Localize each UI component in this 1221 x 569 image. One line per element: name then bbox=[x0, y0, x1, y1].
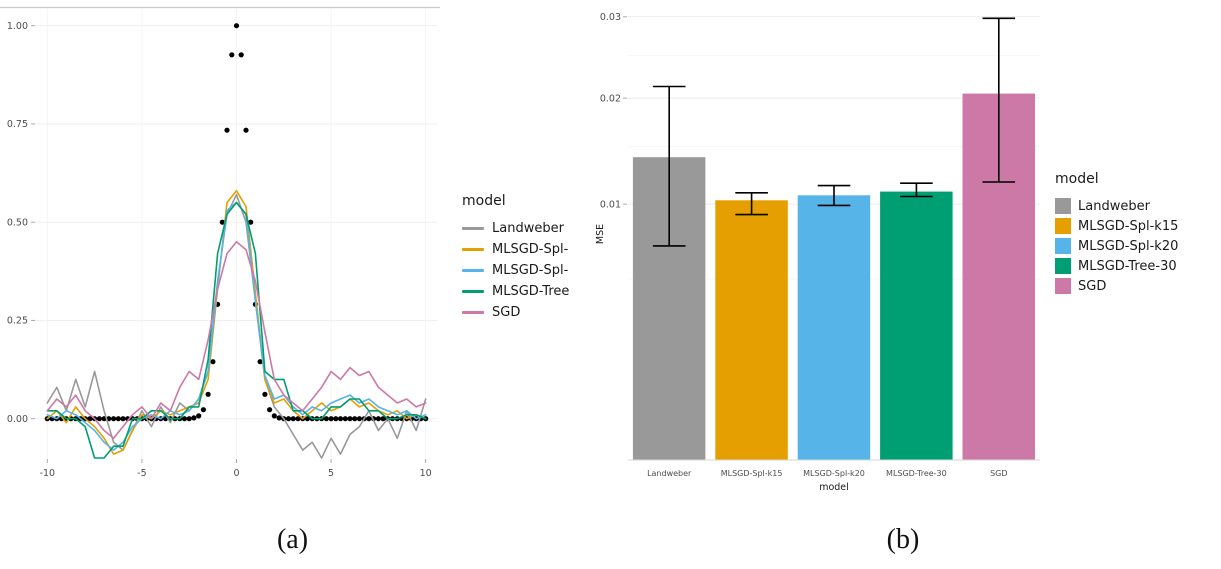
error-bars bbox=[652, 17, 1016, 247]
legend-item-label: MLSGD-Spl-k20 bbox=[1078, 238, 1179, 254]
series-line-SGD bbox=[46, 241, 427, 440]
bars bbox=[632, 93, 1035, 461]
legend-item-label: MLSGD-Spl- bbox=[492, 263, 569, 278]
error-bar-MLSGD-Spl-k15 bbox=[735, 192, 768, 216]
legend-item: MLSGD-Tree bbox=[462, 281, 569, 302]
bar-chart-svg: 0.01 0.02 0.03 MSE Landweber MLSGD-Spl-k15 MLS… bbox=[595, 12, 1040, 493]
subfigure-caption-b: (b) bbox=[886, 524, 920, 555]
y-axis-title: MSE bbox=[595, 224, 606, 244]
y-axis-tick-labels: 0.00 0.25 0.50 0.75 1.00 bbox=[7, 21, 35, 425]
legend-item-label: MLSGD-Spl- bbox=[492, 242, 569, 257]
svg-text:-10: -10 bbox=[40, 468, 56, 479]
series-line-MLSGD-Spl-k15 bbox=[46, 190, 427, 455]
svg-text:5: 5 bbox=[328, 468, 334, 479]
legend-item-label: MLSGD-Tree-30 bbox=[1078, 258, 1177, 274]
svg-text:MLSGD-Tree-30: MLSGD-Tree-30 bbox=[886, 469, 947, 478]
svg-text:Landweber: Landweber bbox=[647, 469, 692, 478]
svg-text:0.50: 0.50 bbox=[7, 217, 28, 228]
gridlines bbox=[34, 8, 437, 458]
legend-key-swatch bbox=[1055, 258, 1071, 274]
legend-item: MLSGD-Spl-k15 bbox=[1055, 216, 1178, 236]
legend-key-line bbox=[462, 248, 484, 251]
legend-item: Landweber bbox=[1055, 196, 1178, 216]
series-line-Landweber bbox=[46, 193, 427, 459]
line-chart-legend: model Landweber MLSGD-Spl- MLSGD-Spl- ML… bbox=[462, 193, 569, 323]
bar-MLSGD-Spl-k15 bbox=[715, 200, 788, 461]
x-axis-title: model bbox=[819, 482, 849, 493]
legend-item: MLSGD-Tree-30 bbox=[1055, 256, 1178, 276]
svg-text:1.00: 1.00 bbox=[7, 21, 28, 32]
legend-item: MLSGD-Spl- bbox=[462, 260, 569, 281]
svg-text:0.00: 0.00 bbox=[7, 414, 28, 425]
line-chart-svg: 0.00 0.25 0.50 0.75 1.00 -10 -5 0 5 10 bbox=[0, 6, 440, 479]
svg-text:0.75: 0.75 bbox=[7, 119, 28, 130]
legend-key-line bbox=[462, 269, 484, 272]
svg-text:model: model bbox=[819, 482, 849, 493]
legend-item: MLSGD-Spl-k20 bbox=[1055, 236, 1178, 256]
error-bar-SGD bbox=[982, 17, 1016, 183]
bar-chart-legend: model Landweber MLSGD-Spl-k15 MLSGD-Spl-… bbox=[1055, 171, 1178, 296]
svg-text:0.01: 0.01 bbox=[600, 199, 621, 210]
legend-key-line bbox=[462, 227, 484, 230]
svg-text:0.02: 0.02 bbox=[600, 93, 621, 104]
error-bar-MLSGD-Tree-30 bbox=[900, 182, 933, 198]
legend-item-label: MLSGD-Spl-k15 bbox=[1078, 218, 1179, 234]
legend-key-swatch bbox=[1055, 218, 1071, 234]
svg-text:MSE: MSE bbox=[595, 224, 606, 244]
svg-text:0: 0 bbox=[233, 468, 239, 479]
legend-key-swatch bbox=[1055, 238, 1071, 254]
svg-text:MLSGD-Spl-k20: MLSGD-Spl-k20 bbox=[803, 469, 865, 478]
legend-item-label: SGD bbox=[1078, 278, 1107, 294]
svg-text:SGD: SGD bbox=[990, 469, 1007, 478]
legend-item: MLSGD-Spl- bbox=[462, 239, 569, 260]
bar-MLSGD-Spl-k20 bbox=[797, 195, 871, 461]
svg-text:10: 10 bbox=[420, 468, 432, 479]
legend-title: model bbox=[1055, 171, 1099, 187]
x-axis-tick-labels: -10 -5 0 5 10 bbox=[40, 459, 432, 479]
legend-key-swatch bbox=[1055, 278, 1071, 294]
legend-item: SGD bbox=[1055, 276, 1178, 296]
legend-item-label: Landweber bbox=[1078, 198, 1150, 214]
error-bar-MLSGD-Spl-k20 bbox=[817, 184, 851, 207]
svg-text:-5: -5 bbox=[137, 468, 146, 479]
legend-key-line bbox=[462, 311, 484, 314]
legend-item: Landweber bbox=[462, 218, 569, 239]
legend-key-swatch bbox=[1055, 198, 1071, 214]
svg-text:0.25: 0.25 bbox=[7, 316, 28, 327]
legend-item-label: SGD bbox=[492, 305, 521, 320]
svg-text:0.03: 0.03 bbox=[600, 12, 621, 23]
bar-MLSGD-Tree-30 bbox=[880, 191, 953, 460]
legend-item-label: Landweber bbox=[492, 221, 564, 236]
subfigure-caption-a: (a) bbox=[276, 524, 309, 555]
svg-text:MLSGD-Spl-k15: MLSGD-Spl-k15 bbox=[721, 469, 783, 478]
legend-key-line bbox=[462, 290, 484, 293]
y-axis-tick-labels: 0.01 0.02 0.03 bbox=[600, 12, 627, 210]
error-bar-Landweber bbox=[652, 85, 686, 247]
series-line-MLSGD-Tree-30 bbox=[46, 201, 427, 459]
x-axis-tick-labels: Landweber MLSGD-Spl-k15 MLSGD-Spl-k20 MLSGD… bbox=[647, 469, 1007, 478]
legend-title: model bbox=[462, 193, 506, 209]
legend-item-label: MLSGD-Tree bbox=[492, 284, 570, 299]
legend-item: SGD bbox=[462, 302, 569, 323]
